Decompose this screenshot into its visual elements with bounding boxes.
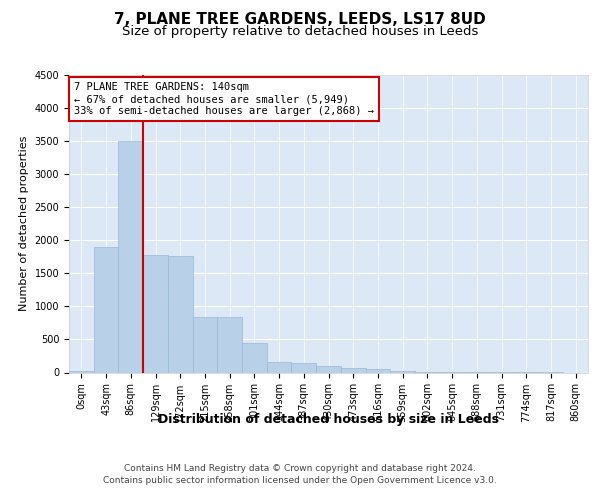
Bar xyxy=(316,366,341,372)
Bar xyxy=(365,369,390,372)
Bar xyxy=(143,255,168,372)
Text: Distribution of detached houses by size in Leeds: Distribution of detached houses by size … xyxy=(158,412,499,426)
Text: Size of property relative to detached houses in Leeds: Size of property relative to detached ho… xyxy=(122,25,478,38)
Bar xyxy=(69,370,94,372)
Bar xyxy=(341,368,365,372)
Bar xyxy=(390,370,415,372)
Text: 7, PLANE TREE GARDENS, LEEDS, LS17 8UD: 7, PLANE TREE GARDENS, LEEDS, LS17 8UD xyxy=(114,12,486,28)
Bar xyxy=(292,362,316,372)
Bar xyxy=(193,317,217,372)
Bar xyxy=(267,362,292,372)
Bar xyxy=(242,344,267,372)
Text: 7 PLANE TREE GARDENS: 140sqm
← 67% of detached houses are smaller (5,949)
33% of: 7 PLANE TREE GARDENS: 140sqm ← 67% of de… xyxy=(74,82,374,116)
Bar xyxy=(168,256,193,372)
Bar xyxy=(217,317,242,372)
Text: Contains public sector information licensed under the Open Government Licence v3: Contains public sector information licen… xyxy=(103,476,497,485)
Bar xyxy=(118,141,143,372)
Bar xyxy=(94,247,118,372)
Text: Contains HM Land Registry data © Crown copyright and database right 2024.: Contains HM Land Registry data © Crown c… xyxy=(124,464,476,473)
Y-axis label: Number of detached properties: Number of detached properties xyxy=(19,136,29,312)
